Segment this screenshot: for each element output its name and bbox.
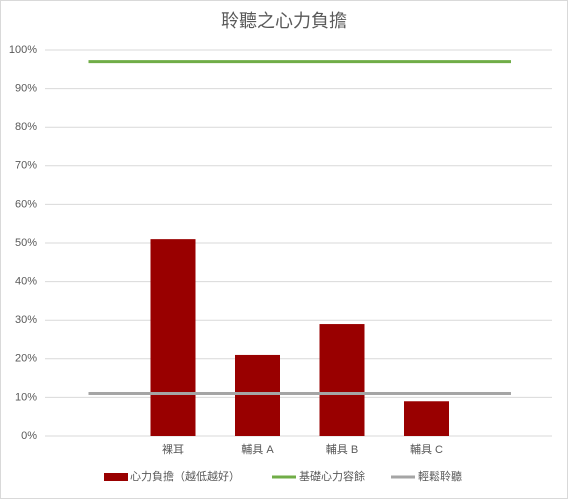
legend-swatch: [104, 473, 128, 481]
legend-label: 基礎心力容餘: [299, 469, 365, 483]
y-tick-label: 60%: [15, 198, 37, 210]
x-tick-label: 輔具 B: [326, 443, 358, 456]
y-tick-label: 70%: [15, 160, 37, 172]
x-tick-label: 輔具 A: [241, 443, 274, 456]
y-tick-label: 100%: [9, 44, 37, 56]
y-tick-label: 30%: [15, 314, 37, 326]
chart-title: 聆聽之心力負擔: [221, 11, 347, 31]
y-tick-label: 40%: [15, 276, 37, 288]
bar: [404, 401, 449, 436]
y-tick-label: 50%: [15, 237, 37, 249]
y-tick-label: 10%: [15, 391, 37, 403]
y-tick-label: 20%: [15, 353, 37, 365]
bar: [319, 324, 365, 436]
y-tick-label: 80%: [15, 121, 37, 133]
legend-label: 輕鬆聆聽: [418, 469, 462, 483]
bar: [150, 239, 196, 436]
legend-label: 心力負擔（越低越好）: [130, 469, 240, 483]
x-tick-label: 輔具 C: [410, 443, 443, 456]
x-tick-label: 裸耳: [162, 442, 184, 456]
y-tick-label: 0%: [21, 430, 37, 442]
bar: [235, 354, 280, 436]
y-tick-label: 90%: [15, 83, 37, 95]
